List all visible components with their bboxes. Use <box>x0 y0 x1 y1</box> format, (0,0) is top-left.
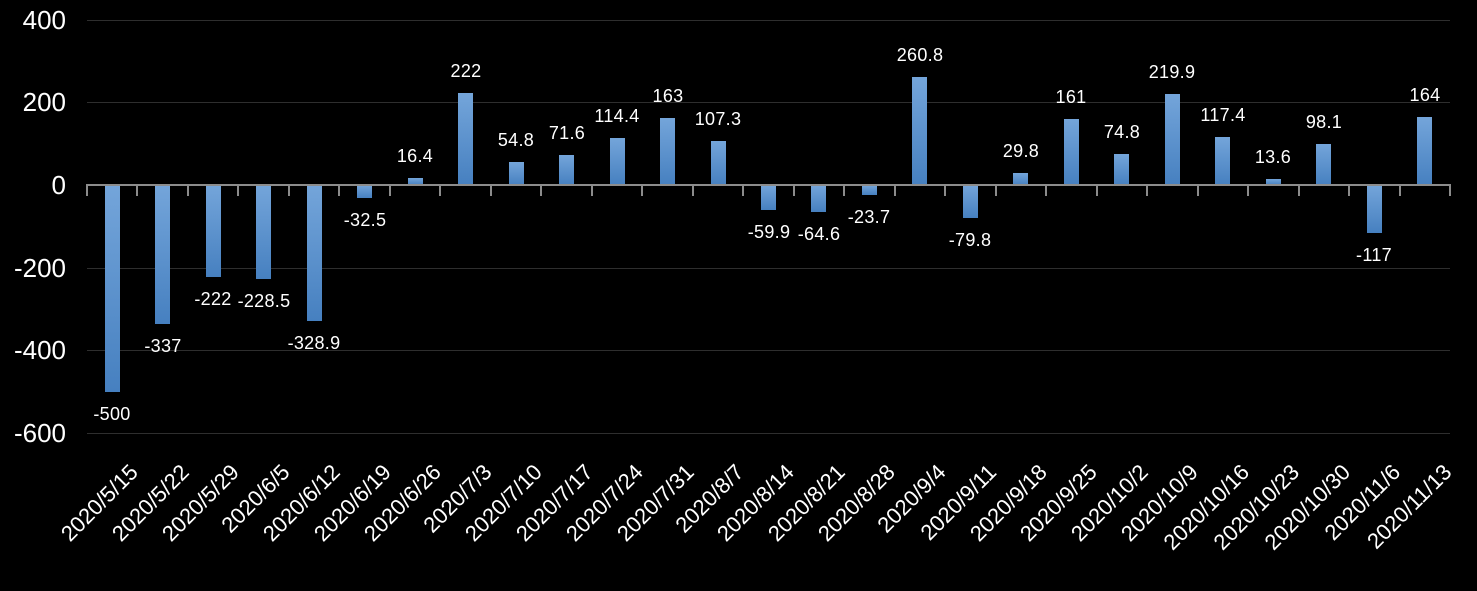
bar-value-label: -64.6 <box>797 224 841 244</box>
axis-tick <box>136 184 138 196</box>
axis-tick <box>1247 184 1249 196</box>
x-axis-line <box>87 184 1450 186</box>
bar-value-label: -79.8 <box>948 230 992 250</box>
bar[interactable] <box>1215 137 1230 185</box>
bar[interactable] <box>610 138 625 185</box>
bar[interactable] <box>862 185 877 195</box>
gridline <box>87 20 1450 21</box>
bar-value-label: 16.4 <box>396 146 434 166</box>
axis-tick <box>1045 184 1047 196</box>
bar-value-label: 13.6 <box>1254 147 1292 167</box>
axis-tick <box>742 184 744 196</box>
bar[interactable] <box>1266 179 1281 185</box>
bar[interactable] <box>155 185 170 324</box>
bar[interactable] <box>408 178 423 185</box>
axis-tick <box>1197 184 1199 196</box>
bar[interactable] <box>105 185 120 392</box>
bar-value-label: 71.6 <box>548 123 586 143</box>
bar-value-label: 29.8 <box>1002 141 1040 161</box>
bar[interactable] <box>1013 173 1028 185</box>
axis-tick <box>1096 184 1098 196</box>
bar-value-label: 98.1 <box>1305 112 1343 132</box>
bar-value-label: 219.9 <box>1148 62 1196 82</box>
axis-tick <box>338 184 340 196</box>
y-axis-label: -400 <box>13 335 66 365</box>
y-axis-label: 200 <box>22 87 66 117</box>
bar-value-label: 163 <box>652 86 684 106</box>
bar[interactable] <box>1316 144 1331 185</box>
axis-tick <box>793 184 795 196</box>
axis-tick <box>1298 184 1300 196</box>
bar-value-label: -228.5 <box>237 291 291 311</box>
bar[interactable] <box>357 185 372 198</box>
bar-value-label: 222 <box>450 61 482 81</box>
bar[interactable] <box>912 77 927 185</box>
axis-tick <box>288 184 290 196</box>
bar[interactable] <box>1064 119 1079 185</box>
axis-tick <box>439 184 441 196</box>
axis-tick <box>591 184 593 196</box>
axis-tick <box>995 184 997 196</box>
bar[interactable] <box>1114 154 1129 185</box>
bar[interactable] <box>1367 185 1382 233</box>
bar-value-label: 114.4 <box>594 106 640 126</box>
axis-tick <box>1399 184 1401 196</box>
bar-value-label: 54.8 <box>497 130 535 150</box>
bar-value-label: -328.9 <box>287 333 341 353</box>
axis-tick <box>540 184 542 196</box>
bar[interactable] <box>811 185 826 212</box>
bar[interactable] <box>206 185 221 277</box>
y-axis-label: -600 <box>13 418 66 448</box>
axis-tick <box>86 184 88 196</box>
gridline <box>87 350 1450 351</box>
axis-tick <box>894 184 896 196</box>
bar-value-label: 260.8 <box>896 45 944 65</box>
bar-value-label: -59.9 <box>747 222 791 242</box>
bar-value-label: -500 <box>93 404 131 424</box>
axis-tick <box>490 184 492 196</box>
gridline <box>87 102 1450 103</box>
y-axis-label: -200 <box>13 253 66 283</box>
bar-value-label: 107.3 <box>694 109 742 129</box>
y-axis-label: 400 <box>22 5 66 35</box>
bar-value-label: 161 <box>1055 87 1087 107</box>
axis-tick <box>1348 184 1350 196</box>
bar[interactable] <box>1417 117 1432 185</box>
bar-value-label: -222 <box>194 289 232 309</box>
bar[interactable] <box>458 93 473 185</box>
bar[interactable] <box>307 185 322 321</box>
axis-tick <box>237 184 239 196</box>
bar[interactable] <box>761 185 776 210</box>
bar[interactable] <box>509 162 524 185</box>
bar[interactable] <box>711 141 726 185</box>
y-axis-label: 0 <box>51 170 66 200</box>
bar-value-label: 164 <box>1409 85 1441 105</box>
bar[interactable] <box>559 155 574 185</box>
axis-tick <box>641 184 643 196</box>
bar[interactable] <box>963 185 978 218</box>
axis-tick <box>187 184 189 196</box>
bar-value-label: -337 <box>144 336 182 356</box>
axis-tick <box>1146 184 1148 196</box>
bar[interactable] <box>256 185 271 279</box>
axis-tick <box>692 184 694 196</box>
bar-value-label: -23.7 <box>847 207 891 227</box>
axis-tick <box>944 184 946 196</box>
gridline <box>87 268 1450 269</box>
axis-tick <box>1449 184 1451 196</box>
bar-value-label: -32.5 <box>343 210 387 230</box>
gridline <box>87 433 1450 434</box>
bar-value-label: -117 <box>1356 245 1392 265</box>
bar[interactable] <box>1165 94 1180 185</box>
axis-tick <box>843 184 845 196</box>
bar[interactable] <box>660 118 675 185</box>
bar-value-label: 117.4 <box>1200 105 1246 125</box>
bar-value-label: 74.8 <box>1103 122 1141 142</box>
axis-tick <box>389 184 391 196</box>
